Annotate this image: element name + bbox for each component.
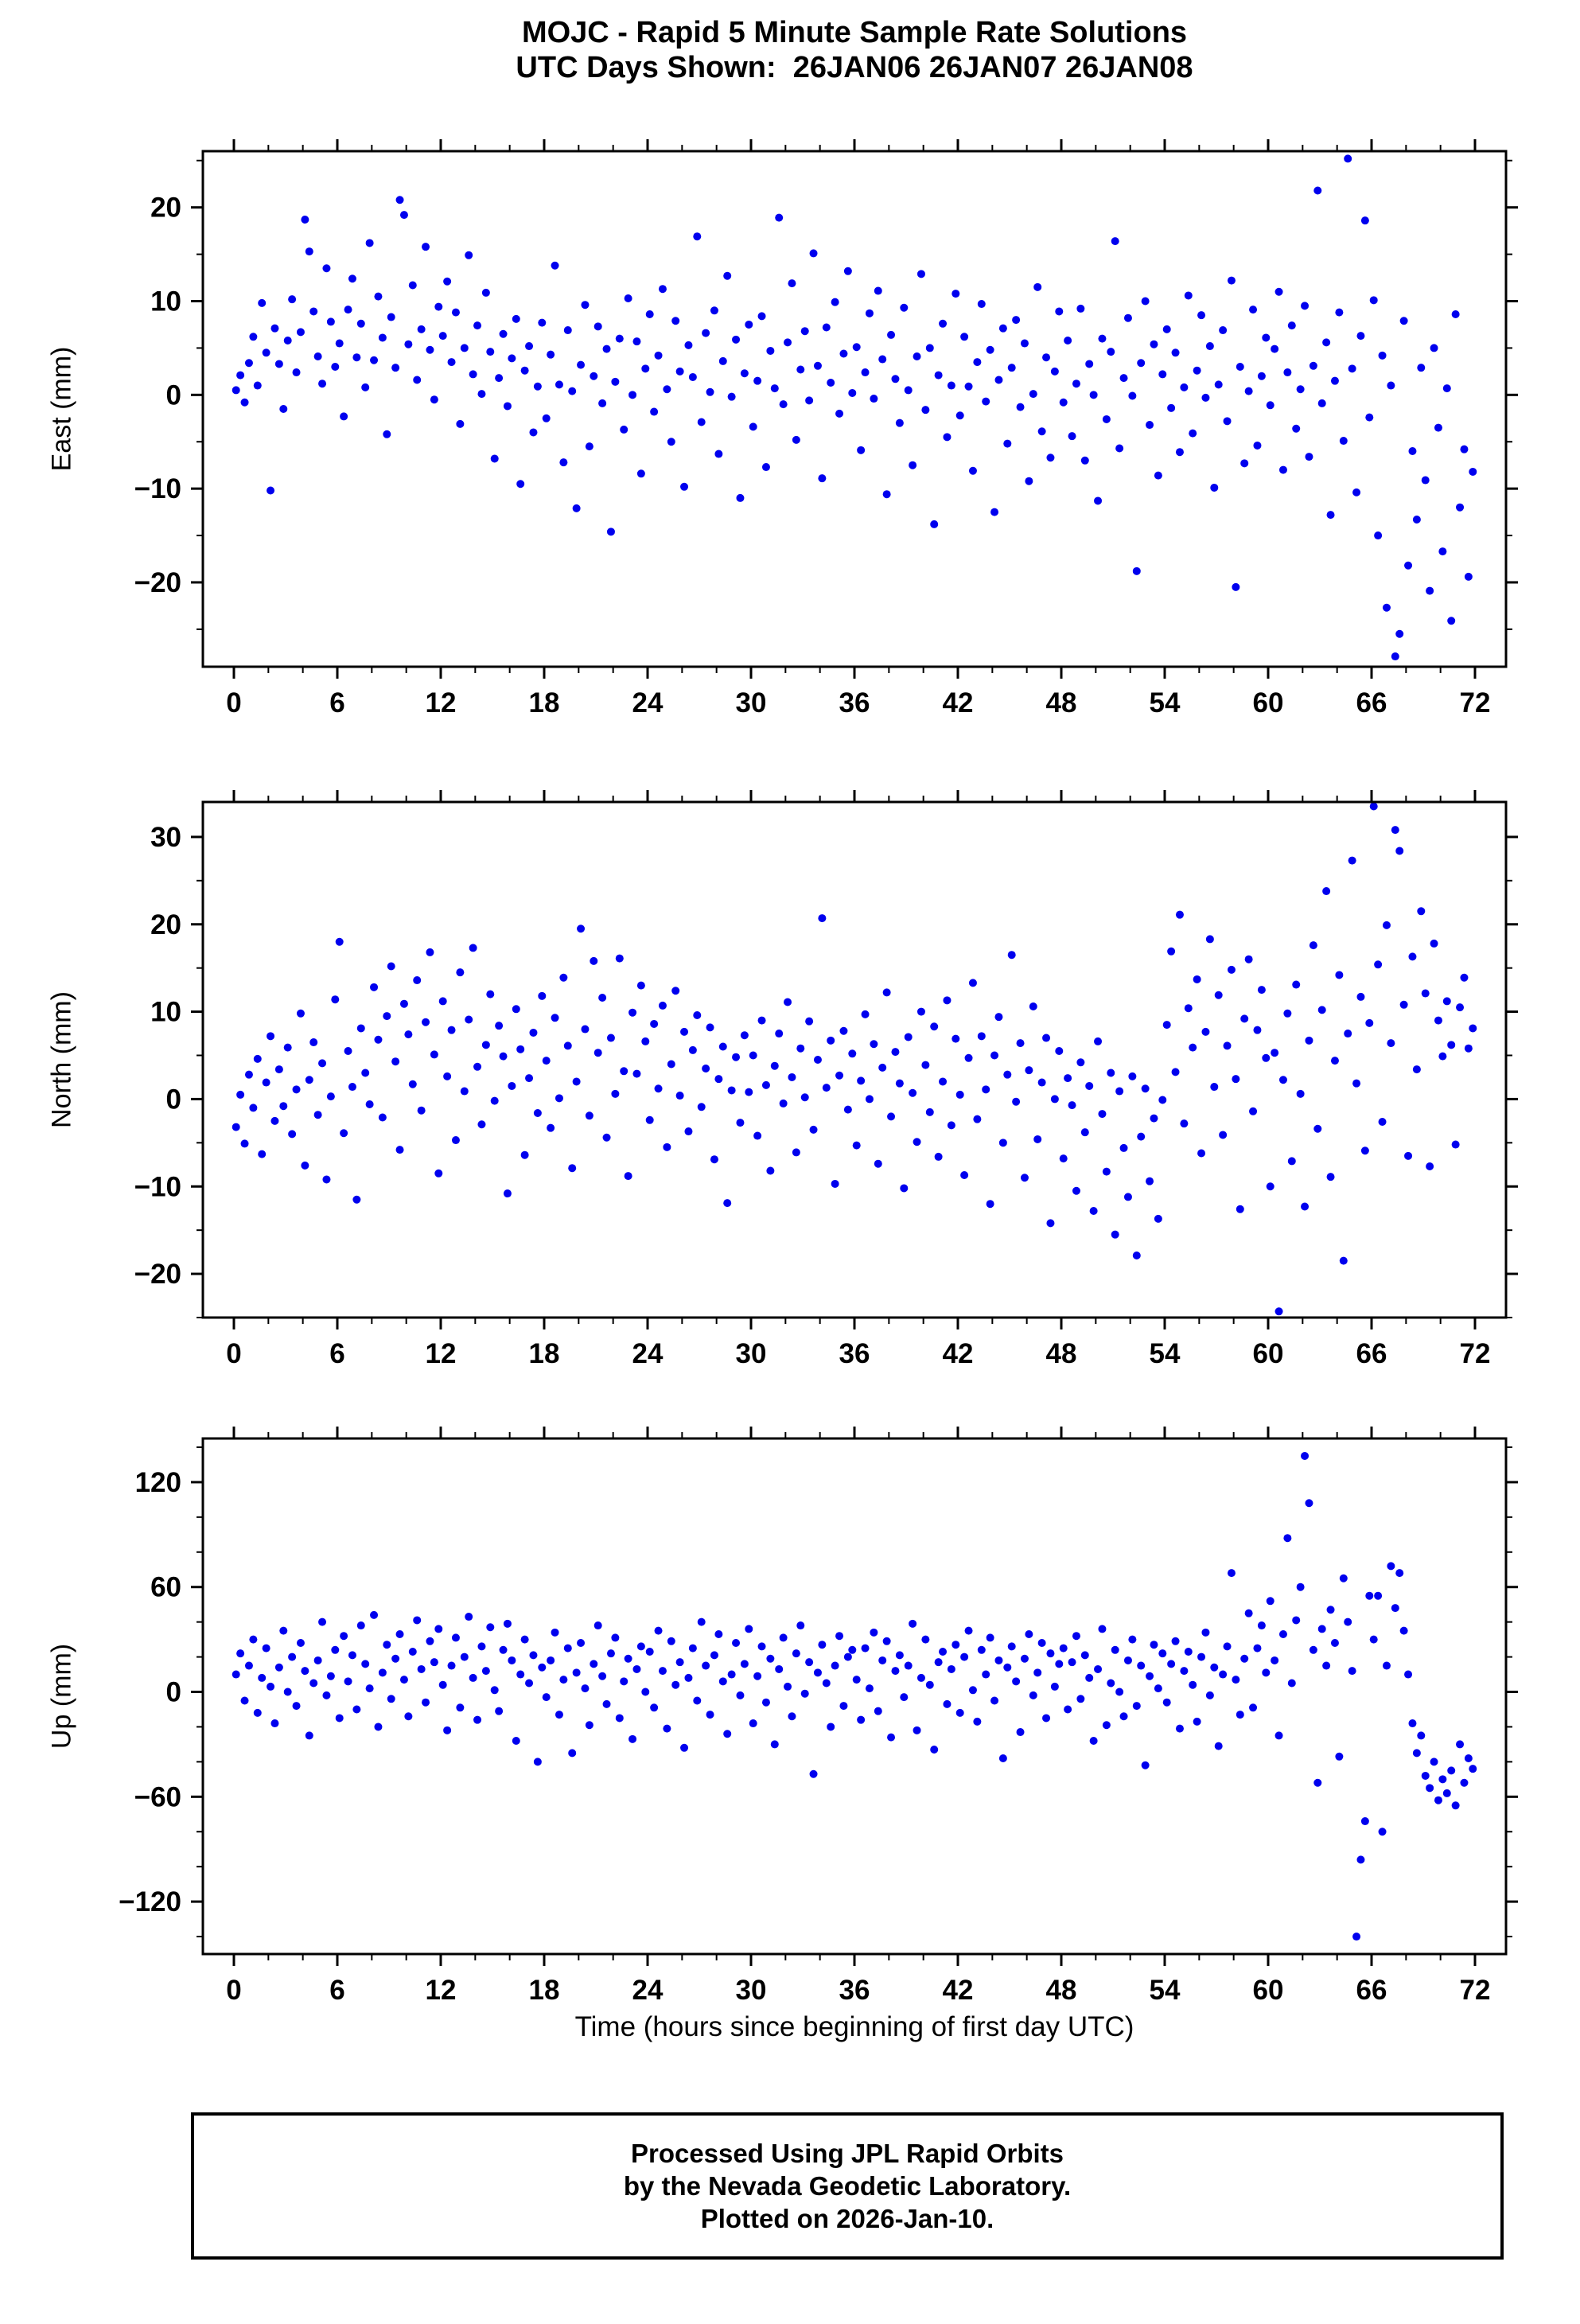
- x-tick-label: 72: [1460, 1975, 1491, 2006]
- footer-line-2: by the Nevada Geodetic Laboratory.: [623, 2171, 1072, 2201]
- y-ticks: −120 −60 0 60 120: [119, 1446, 1518, 1938]
- data-points: [232, 154, 1477, 661]
- x-tick-label: 30: [736, 1975, 767, 2006]
- x-tick-label: 48: [1046, 1338, 1077, 1369]
- x-tick-label: 36: [839, 687, 870, 718]
- y-tick-label: 0: [166, 1084, 181, 1115]
- y-tick-label: −20: [134, 567, 181, 598]
- y-tick-label: 20: [150, 193, 181, 224]
- y-tick-label: 60: [150, 1572, 181, 1603]
- chart-title: MOJC - Rapid 5 Minute Sample Rate Soluti…: [521, 16, 1188, 49]
- plot-frame: [201, 800, 1508, 1319]
- x-tick-label: 54: [1150, 1338, 1181, 1369]
- plot-frame: [201, 1437, 1508, 1956]
- x-tick-label: 54: [1150, 1975, 1181, 2006]
- data-points: [232, 802, 1477, 1316]
- x-tick-label: 18: [529, 1338, 560, 1369]
- x-ticks: 0 6 12 18 24 30 36 42 48 54 60 66 72: [226, 790, 1490, 1369]
- x-tick-label: 42: [943, 687, 974, 718]
- x-tick-label: 60: [1253, 687, 1284, 718]
- x-tick-label: 24: [632, 1975, 664, 2006]
- chart-subtitle: UTC Days Shown: 26JAN06 26JAN07 26JAN08: [516, 51, 1193, 84]
- north-scatter-panel: 0 6 12 18 24 30 36 42 48 54 60 66 72 −20 −10 0 10 20 30: [134, 790, 1518, 1369]
- x-tick-label: 18: [529, 687, 560, 718]
- x-tick-label: 48: [1046, 1975, 1077, 2006]
- x-tick-label: 66: [1356, 1338, 1387, 1369]
- footer-line-1: Processed Using JPL Rapid Orbits: [630, 2139, 1064, 2168]
- y-tick-label: 10: [150, 997, 181, 1028]
- x-tick-label: 24: [632, 1338, 664, 1369]
- x-tick-label: 12: [426, 1338, 457, 1369]
- x-tick-label: 36: [839, 1975, 870, 2006]
- x-tick-label: 60: [1253, 1338, 1284, 1369]
- x-tick-label: 36: [839, 1338, 870, 1369]
- y-tick-label: 0: [166, 1677, 181, 1708]
- data-points: [232, 1451, 1477, 1941]
- x-tick-label: 66: [1356, 1975, 1387, 2006]
- x-tick-label: 60: [1253, 1975, 1284, 2006]
- x-tick-label: 18: [529, 1975, 560, 2006]
- x-tick-label: 42: [943, 1338, 974, 1369]
- x-axis-label: Time (hours since beginning of first day…: [574, 2011, 1134, 2042]
- x-tick-label: 0: [226, 687, 241, 718]
- footer-line-3: Plotted on 2026-Jan-10.: [700, 2204, 994, 2233]
- x-ticks: 0 6 12 18 24 30 36 42 48 54 60 66 72: [226, 1427, 1490, 2006]
- x-tick-label: 66: [1356, 687, 1387, 718]
- y-tick-label: −10: [134, 1171, 181, 1202]
- x-tick-label: 0: [226, 1975, 241, 2006]
- x-tick-label: 72: [1460, 687, 1491, 718]
- x-ticks: 0 6 12 18 24 30 36 42 48 54 60 66 72: [226, 139, 1490, 718]
- y-tick-label: −120: [119, 1886, 181, 1917]
- x-tick-label: 72: [1460, 1338, 1491, 1369]
- y-tick-label: −10: [134, 473, 181, 504]
- y-tick-label: −20: [134, 1259, 181, 1290]
- y-tick-label: −60: [134, 1781, 181, 1812]
- footer-box: Processed Using JPL Rapid Orbits by the …: [191, 2112, 1504, 2260]
- east-scatter-panel: 0 6 12 18 24 30 36 42 48 54 60 66 72 −20 −10 0 10 20: [134, 139, 1518, 718]
- x-tick-label: 0: [226, 1338, 241, 1369]
- x-tick-label: 6: [329, 1338, 344, 1369]
- x-tick-label: 6: [329, 1975, 344, 2006]
- x-tick-label: 12: [426, 687, 457, 718]
- y-tick-label: 30: [150, 822, 181, 853]
- y-tick-label: 0: [166, 380, 181, 411]
- x-tick-label: 24: [632, 687, 664, 718]
- x-tick-label: 30: [736, 1338, 767, 1369]
- y-ticks: −20 −10 0 10 20: [134, 159, 1518, 630]
- x-tick-label: 42: [943, 1975, 974, 2006]
- y-tick-label: 20: [150, 909, 181, 940]
- x-tick-label: 12: [426, 1975, 457, 2006]
- up-scatter-panel: 0 6 12 18 24 30 36 42 48 54 60 66 72 −120 −60 0 60 120: [119, 1427, 1518, 2006]
- y-ticks: −20 −10 0 10 20 30: [134, 822, 1518, 1318]
- x-tick-label: 54: [1150, 687, 1181, 718]
- x-tick-label: 48: [1046, 687, 1077, 718]
- y-tick-label: 120: [135, 1467, 181, 1498]
- plot-frame: [201, 150, 1508, 668]
- y-tick-label: 10: [150, 286, 181, 317]
- x-tick-label: 30: [736, 687, 767, 718]
- x-tick-label: 6: [329, 687, 344, 718]
